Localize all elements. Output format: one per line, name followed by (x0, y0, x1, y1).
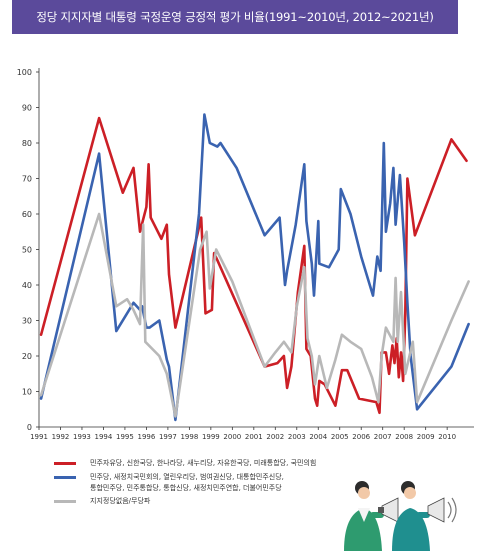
legend-item-red: 민주자유당, 신한국당, 한나라당, 새누리당, 자유한국당, 미래통합당, 국… (54, 458, 354, 470)
y-tick-label: 30 (22, 317, 32, 326)
x-tick-label: 1996 (137, 433, 155, 441)
x-tick-label: 1998 (180, 433, 198, 441)
y-tick-label: 70 (22, 175, 32, 184)
person2-head-icon (404, 487, 416, 499)
megaphone-handle-icon (378, 507, 384, 513)
legend-label-blue: 민주당, 새정치국민회의, 열린우리당, 범여권신당, 대통합민주신당, 통합민… (90, 473, 284, 492)
series-line-0 (39, 116, 468, 415)
legend-swatch-gray (54, 500, 76, 503)
x-tick-label: 2001 (245, 433, 263, 441)
y-tick-label: 90 (22, 104, 32, 113)
person1-body-icon (344, 508, 382, 551)
chart-title: 정당 지지자별 대통령 국정운영 긍정적 평가 비율(1991~2010년, 2… (12, 0, 458, 34)
megaphone-2-icon (427, 497, 445, 523)
x-tick-label: 2010 (438, 433, 456, 441)
x-tick-label: 2007 (374, 433, 392, 441)
legend-swatch-red (54, 462, 76, 465)
x-tick-label: 2000 (223, 433, 241, 441)
legend-item-gray: 지지정당없음/무당파 (54, 496, 354, 508)
legend-label-red: 민주자유당, 신한국당, 한나라당, 새누리당, 자유한국당, 미래통합당, 국… (90, 459, 317, 467)
legend-label-gray: 지지정당없음/무당파 (90, 497, 151, 505)
person1-shirt-icon (358, 508, 370, 522)
megaphone-people-illustration (344, 481, 457, 551)
x-tick-label: 1994 (95, 433, 113, 441)
x-tick-label: 2009 (417, 433, 435, 441)
x-tick-label: 2002 (266, 433, 284, 441)
x-tick-label: 2006 (352, 433, 370, 441)
y-tick-label: 10 (22, 388, 32, 397)
legend: 민주자유당, 신한국당, 한나라당, 새누리당, 자유한국당, 미래통합당, 국… (54, 458, 354, 538)
y-tick-label: 50 (22, 246, 32, 255)
y-tick-label: 40 (22, 281, 32, 290)
x-tick-label: 2003 (288, 433, 306, 441)
y-tick-label: 100 (17, 68, 32, 77)
x-tick-label: 1991 (30, 433, 48, 441)
sound-waves-icon (447, 497, 457, 523)
person2-arm-icon (416, 512, 430, 518)
megaphone-icon (381, 497, 399, 523)
x-tick-label: 2005 (331, 433, 349, 441)
x-tick-label: 1999 (202, 433, 220, 441)
x-tick-label: 1992 (52, 433, 70, 441)
x-tick-label: 2008 (395, 433, 413, 441)
legend-swatch-blue (54, 476, 76, 479)
x-tick-label: 2004 (309, 433, 327, 441)
y-tick-label: 20 (22, 352, 32, 361)
legend-item-blue: 민주당, 새정치국민회의, 열린우리당, 범여권신당, 대통합민주신당, 통합민… (54, 472, 354, 494)
series-line-1 (39, 113, 470, 422)
person2-body-icon (392, 508, 430, 551)
x-tick-label: 1993 (73, 433, 91, 441)
x-tick-label: 1995 (116, 433, 134, 441)
series-line-2 (39, 212, 470, 418)
person1-arm-icon (370, 512, 384, 518)
y-tick-label: 0 (27, 423, 32, 432)
person1-head-icon (358, 487, 370, 499)
x-tick-label: 1997 (159, 433, 177, 441)
y-tick-label: 60 (22, 210, 32, 219)
y-tick-label: 80 (22, 139, 32, 148)
